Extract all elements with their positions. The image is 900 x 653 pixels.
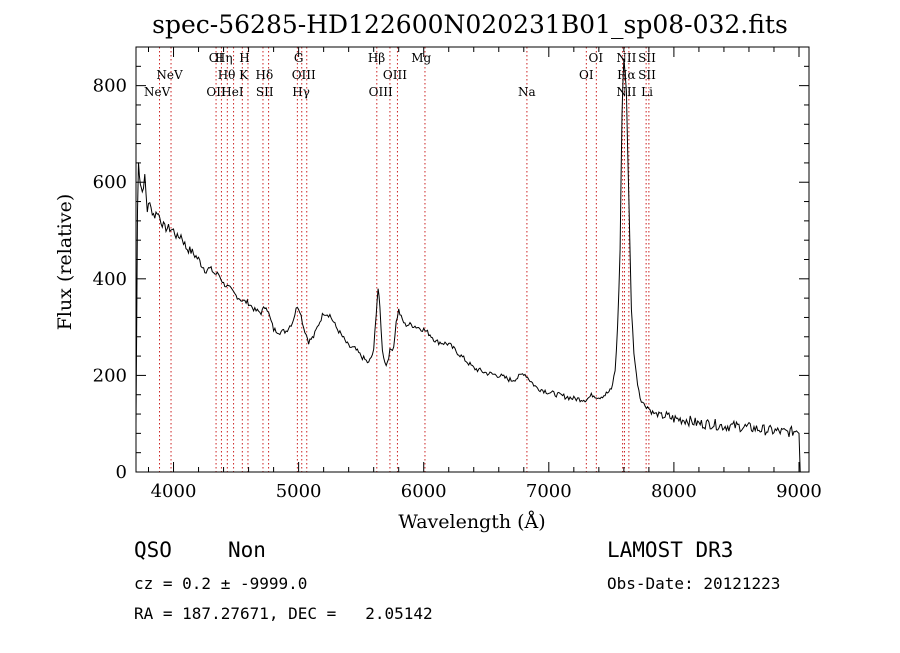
cz-readout: cz = 0.2 ± -9999.0 (134, 574, 308, 593)
obs-date-readout: Obs-Date: 20121223 (607, 574, 781, 593)
x-tick-label: 6000 (401, 481, 447, 502)
x-tick-label: 7000 (526, 481, 572, 502)
line-label: Hθ (218, 68, 236, 82)
plot-frame (135, 46, 810, 473)
line-label: Na (518, 85, 536, 99)
line-label: Hδ (255, 68, 273, 82)
x-tick-label: 9000 (776, 481, 822, 502)
line-label: Mg (411, 51, 431, 65)
line-label: OI (589, 51, 604, 65)
chart-title: spec-56285-HD122600N020231B01_sp08-032.f… (152, 10, 788, 39)
line-label: K (239, 68, 249, 82)
y-tick-label: 800 (93, 76, 127, 97)
line-label: SII (256, 85, 274, 99)
line-label: Hβ (368, 51, 385, 65)
line-label: NII (616, 51, 636, 65)
line-label: OI (209, 51, 224, 65)
emission-line-markers (159, 47, 650, 472)
x-tick-label: 8000 (651, 481, 697, 502)
y-tick-label: 200 (93, 365, 127, 386)
class-label: QSO (134, 538, 172, 562)
line-label: H (239, 51, 249, 65)
line-label: SII (638, 68, 656, 82)
emission-line-labels: NeV NeV OI OII Hη Hθ HeI HK Hδ SII G OIII Hγ Hβ OIII OI… (144, 51, 656, 99)
y-tick-label: 400 (93, 269, 127, 290)
line-label: NeV (144, 85, 171, 99)
plot-border (135, 46, 810, 473)
line-label: G (294, 51, 304, 65)
y-axis-ticks: 0 200 400 600 800 (93, 65, 809, 483)
line-label: Hγ (292, 85, 310, 99)
line-label: OIII (292, 68, 316, 82)
line-label: SII (638, 51, 656, 65)
ra-dec-readout: RA = 187.27671, DEC = 2.05142 (134, 604, 433, 623)
y-tick-label: 0 (116, 462, 127, 483)
y-axis-label: Flux (relative) (54, 194, 76, 331)
x-axis-ticks: 4000 5000 6000 7000 8000 9000 (148, 47, 822, 502)
line-label: HeI (221, 85, 244, 99)
survey-label: LAMOST DR3 (607, 538, 734, 562)
line-label: OII (206, 85, 226, 99)
x-tick-label: 5000 (276, 481, 322, 502)
line-label: OIII (369, 85, 393, 99)
line-label: Hη (215, 51, 233, 65)
x-axis-label: Wavelength (Å) (398, 511, 545, 533)
line-label: Li (641, 85, 653, 99)
line-label: OI (579, 68, 594, 82)
subclass-label: Non (228, 538, 266, 562)
y-tick-label: 600 (93, 172, 127, 193)
line-label: OIII (383, 68, 407, 82)
spectrum-series-line (135, 58, 801, 473)
x-tick-label: 4000 (151, 481, 197, 502)
line-label: Hα (617, 68, 636, 82)
line-label: NeV (156, 68, 183, 82)
